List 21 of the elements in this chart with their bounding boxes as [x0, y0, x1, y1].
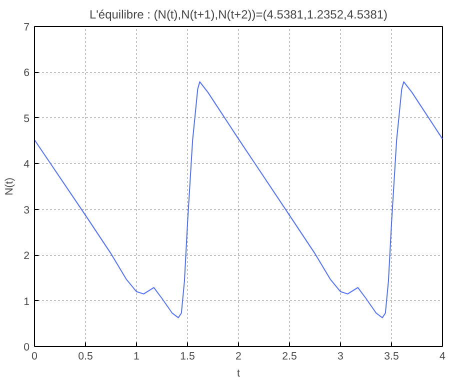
y-tick-label: 4: [24, 158, 30, 171]
x-tick-label: 2: [236, 350, 242, 362]
x-tick-label: 1.5: [180, 350, 195, 362]
x-tick-label: 3.5: [384, 350, 399, 362]
y-tick-label: 3: [24, 204, 30, 216]
y-tick-label: 5: [24, 112, 30, 125]
y-tick-label: 2: [24, 250, 30, 262]
x-axis-title: t: [237, 368, 240, 380]
x-tick-label: 3: [338, 350, 344, 362]
y-tick-label: 7: [24, 22, 30, 34]
line-series: [34, 81, 442, 318]
x-tick-label: 4: [440, 350, 446, 362]
x-tick-label: 0: [32, 350, 38, 362]
y-tick-label: 6: [24, 67, 30, 80]
y-tick-label: 0: [24, 342, 30, 354]
x-tick-label: 0.5: [78, 350, 93, 362]
x-tick-label: 2.5: [282, 350, 297, 362]
y-tick-label: 1: [24, 296, 30, 308]
x-tick-label: 1: [134, 350, 140, 362]
y-axis-title: N(t): [4, 178, 16, 196]
chart-title: L'équilibre : (N(t),N(t+1),N(t+2))=(4.5381,1.2352,4.5381): [89, 8, 388, 22]
